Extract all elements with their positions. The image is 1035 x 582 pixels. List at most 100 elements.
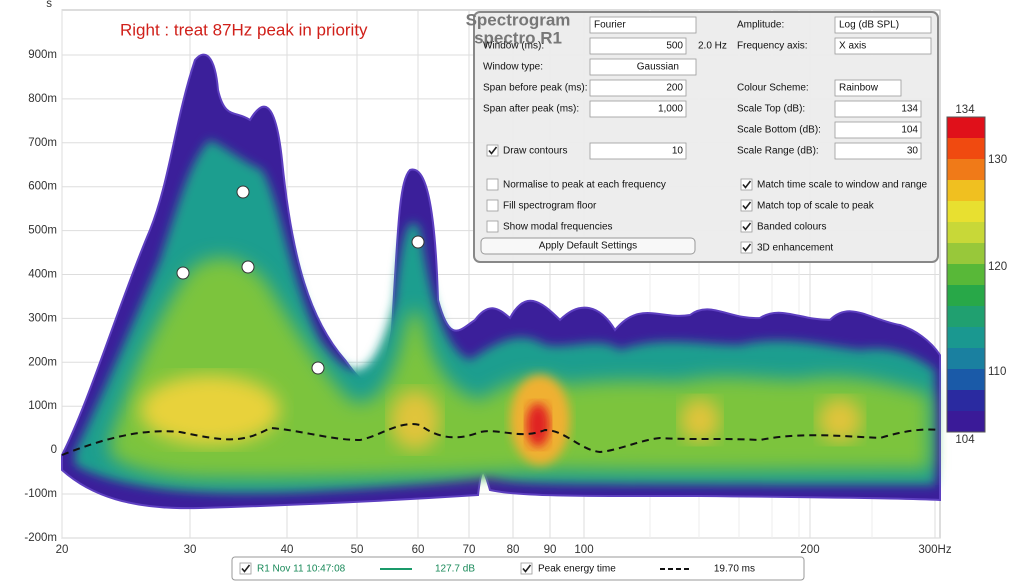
y-unit: s [46,0,52,10]
x-tick-label: 20 [56,544,69,556]
band-yellow [680,398,720,442]
value: Rainbow [839,83,879,94]
label: Amplitude: [737,20,784,31]
panel-subtitle: spectro R1 [474,28,562,47]
checkbox[interactable] [486,144,499,157]
field[interactable] [589,79,687,97]
x-tick-label: 100 [574,544,593,556]
panel-title: Spectrogram [466,10,571,29]
y-tick-label: 400m [28,269,57,281]
default-button[interactable] [480,237,696,255]
field[interactable] [589,100,687,118]
color-band [947,117,985,139]
annotation: Right : treat 87Hz peak in priority [120,20,368,39]
field[interactable] [589,37,687,55]
check-mark [742,201,752,210]
color-band [947,369,985,391]
dropdown[interactable] [834,37,932,55]
checkbox-label: Match top of scale to peak [757,201,875,212]
color-band [947,390,985,412]
trace-label: R1 Nov 11 10:47:08 [257,564,346,575]
trace-value: 127.7 dB [435,564,475,575]
spectrogram [61,53,941,510]
value: 500 [666,41,683,52]
value: Gaussian [637,62,679,73]
legend-bar: R1 Nov 11 10:47:08 127.7 dB Peak energy … [231,556,805,581]
dropdown[interactable] [834,79,902,97]
checkbox[interactable] [486,199,499,212]
dropdown[interactable] [834,16,932,34]
checkbox[interactable] [740,178,753,191]
label: Window type: [483,62,543,73]
hole [241,260,255,274]
x-tick-label: 30 [184,544,197,556]
field[interactable] [589,142,687,160]
band-red [526,403,550,447]
color-band [947,264,985,286]
method: Fourier [594,20,626,31]
check-mark [522,564,532,573]
x-axis: 20 30 40 50 60 70 80 90 100 200 300Hz [56,544,952,556]
y-tick-label: 500m [28,225,57,237]
y-tick-label: 600m [28,181,57,193]
label: Colour Scheme: [737,83,809,94]
peak-value: 19.70 ms [714,564,755,575]
checkbox[interactable] [239,562,252,575]
label: Scale Top (dB): [737,104,805,115]
colorbar-label: 110 [988,366,1006,378]
colorbar-label: 120 [988,261,1007,273]
colorbar-frame [946,116,986,433]
value: 2.0 Hz [698,41,727,52]
checkbox[interactable] [486,220,499,233]
x-tick-label: 50 [351,544,364,556]
value: 30 [907,146,919,157]
checkbox[interactable] [520,562,533,575]
dropdown[interactable] [589,58,697,76]
y-tick-label: 200m [28,356,57,368]
color-band [947,327,985,349]
check-mark [742,222,752,231]
hole [411,235,425,249]
colorbar-label: 134 [955,104,975,116]
band-green [110,257,930,479]
field[interactable] [834,142,922,160]
band-yellow [390,390,440,450]
colorbar-label: 130 [988,154,1007,166]
label: Frequency axis: [737,41,808,52]
hole [236,185,250,199]
checkbox[interactable] [740,220,753,233]
checkbox-label: Match time scale to window and range [757,180,928,191]
x-tick-label: 40 [281,544,294,556]
label: Draw contours [503,146,567,157]
value: X axis [839,41,866,52]
checkbox-label: Normalise to peak at each frequency [503,180,666,191]
x-tick-label: 60 [412,544,425,556]
color-band [947,285,985,307]
color-band [947,180,985,202]
peak-energy-line [61,423,941,456]
color-band [947,411,985,433]
checkbox[interactable] [740,241,753,254]
y-tick-label: -200m [24,532,57,544]
x-tick-label: 90 [544,544,557,556]
y-tick-label: 900m [28,49,57,61]
hole [311,361,325,375]
field[interactable] [834,121,922,139]
band-yellow [818,398,862,442]
checkbox[interactable] [486,178,499,191]
dropdown[interactable] [589,16,697,34]
x-tick-label: 80 [507,544,520,556]
y-tick-label: 700m [28,137,57,149]
band-yellow [140,375,280,445]
y-axis: 900m 800m 700m 600m 500m 400m 300m 200m 100m 0 -10… [24,49,57,544]
field[interactable] [834,100,922,118]
checkbox-label: 3D enhancement [757,243,833,254]
value: 200 [666,83,683,94]
peak-label: Peak energy time [538,564,616,575]
colorbar-label: 104 [955,434,975,446]
check-mark [241,564,251,573]
button-label: Apply Default Settings [539,241,637,252]
y-tick-label: 0 [51,444,57,456]
checkbox[interactable] [740,199,753,212]
